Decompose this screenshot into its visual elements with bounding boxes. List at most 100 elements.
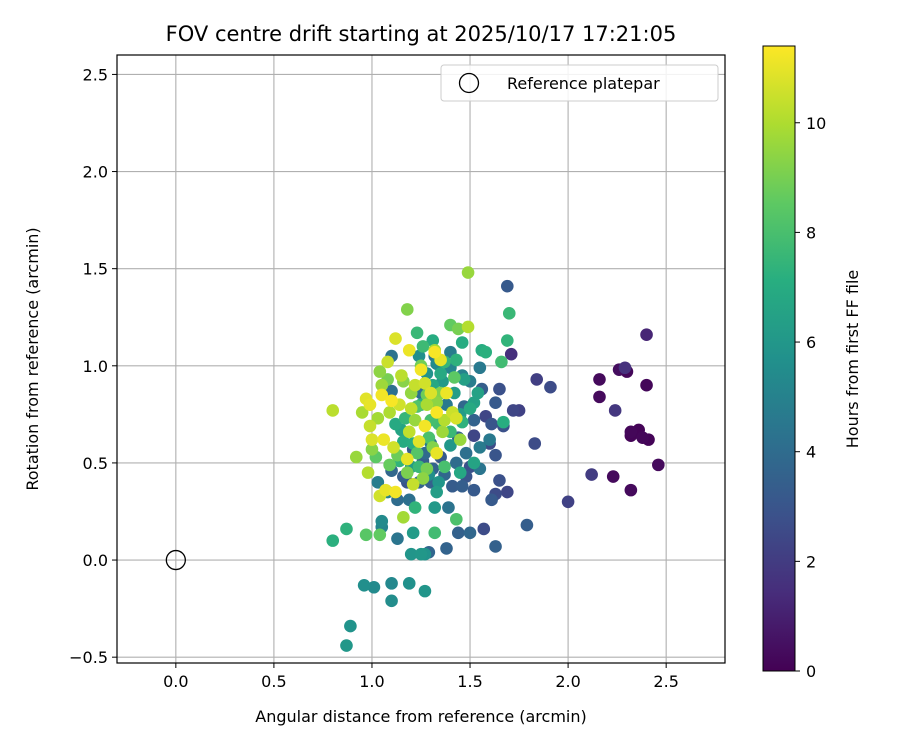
data-point <box>652 458 665 472</box>
data-point <box>495 355 508 369</box>
data-point <box>365 443 379 456</box>
data-point <box>402 425 416 439</box>
legend-entry-label: Reference platepar <box>507 74 660 93</box>
x-axis-label: Angular distance from reference (arcmin) <box>255 707 586 726</box>
data-point <box>361 466 375 479</box>
x-tick-label: 0.0 <box>163 672 188 691</box>
data-point <box>463 402 477 415</box>
data-point <box>640 328 653 342</box>
y-tick-label: 1.5 <box>83 260 108 279</box>
data-point <box>451 526 465 540</box>
data-point <box>528 437 542 450</box>
data-point <box>420 462 434 476</box>
data-point <box>624 425 638 439</box>
data-point <box>418 419 432 433</box>
data-point <box>455 479 469 493</box>
data-point <box>450 411 463 425</box>
data-point <box>326 404 340 417</box>
x-tick-label: 2.0 <box>555 672 580 691</box>
data-point <box>593 390 606 404</box>
data-point <box>544 380 557 394</box>
data-point <box>410 326 424 340</box>
data-point <box>373 365 387 378</box>
data-point <box>497 415 510 429</box>
data-point <box>461 320 475 334</box>
data-point <box>406 526 420 540</box>
data-point <box>640 378 653 392</box>
data-point <box>377 433 391 446</box>
data-point <box>387 441 400 454</box>
data-point <box>395 369 408 382</box>
data-point <box>408 378 422 392</box>
data-point <box>402 577 416 590</box>
data-point <box>397 435 410 448</box>
colorbar: 0 2 4 6 8 10 Hours from first FF file <box>762 45 862 681</box>
x-tick-label: 0.5 <box>261 672 286 691</box>
data-point <box>430 485 443 499</box>
y-tick-label: −0.5 <box>69 648 108 667</box>
data-point <box>385 394 398 408</box>
data-point <box>504 347 518 361</box>
data-point <box>471 386 485 400</box>
data-point <box>389 417 402 431</box>
y-tick-label: 2.0 <box>83 163 108 182</box>
data-point <box>457 373 471 386</box>
data-point <box>381 355 394 369</box>
data-point <box>357 579 371 592</box>
data-point <box>446 479 459 493</box>
data-point <box>438 460 451 474</box>
colorbar-tick-label: 8 <box>806 223 816 242</box>
data-point <box>606 470 620 483</box>
data-point <box>418 584 432 598</box>
data-point <box>371 476 385 489</box>
data-point <box>412 349 426 363</box>
y-tick-label: 1.0 <box>83 357 108 376</box>
data-point <box>400 452 414 466</box>
data-point <box>375 514 389 528</box>
data-point <box>400 466 414 479</box>
data-point <box>397 511 410 524</box>
data-point <box>389 332 402 345</box>
data-point <box>414 363 428 376</box>
data-point <box>385 577 398 590</box>
data-point <box>500 279 514 293</box>
colorbar-label: Hours from first FF file <box>843 270 862 449</box>
data-point <box>500 485 514 499</box>
data-point <box>455 336 469 349</box>
data-point <box>373 528 387 542</box>
data-point <box>438 413 451 427</box>
data-point <box>408 413 422 427</box>
data-point <box>430 446 443 460</box>
data-point <box>428 501 442 514</box>
data-point <box>459 446 473 460</box>
x-tick-label: 1.5 <box>457 672 482 691</box>
data-point <box>410 446 424 460</box>
data-point <box>467 483 481 497</box>
data-point <box>593 373 606 386</box>
data-point <box>448 371 461 384</box>
colorbar-tick-label: 0 <box>806 662 816 681</box>
data-point <box>473 361 487 375</box>
x-axis-ticks: 0.0 0.5 1.0 1.5 2.0 2.5 <box>163 663 679 691</box>
data-point <box>444 439 457 452</box>
data-point <box>371 411 385 425</box>
y-tick-label: 0.0 <box>83 551 108 570</box>
colorbar-tick-label: 2 <box>806 552 816 571</box>
data-point <box>367 580 381 594</box>
data-point <box>479 345 493 359</box>
reference-platepar-marker <box>165 549 186 571</box>
reference-marker <box>165 549 186 571</box>
x-tick-label: 1.0 <box>359 672 384 691</box>
data-point <box>461 266 475 279</box>
data-point <box>379 483 392 497</box>
data-point <box>618 361 632 375</box>
colorbar-ticks: 0 2 4 6 8 10 <box>795 114 826 681</box>
data-point <box>440 542 453 555</box>
plot-frame <box>116 54 726 664</box>
data-point <box>359 528 373 542</box>
data-point <box>636 431 649 444</box>
data-point <box>450 456 463 470</box>
data-point <box>506 404 520 417</box>
data-point <box>408 501 422 514</box>
